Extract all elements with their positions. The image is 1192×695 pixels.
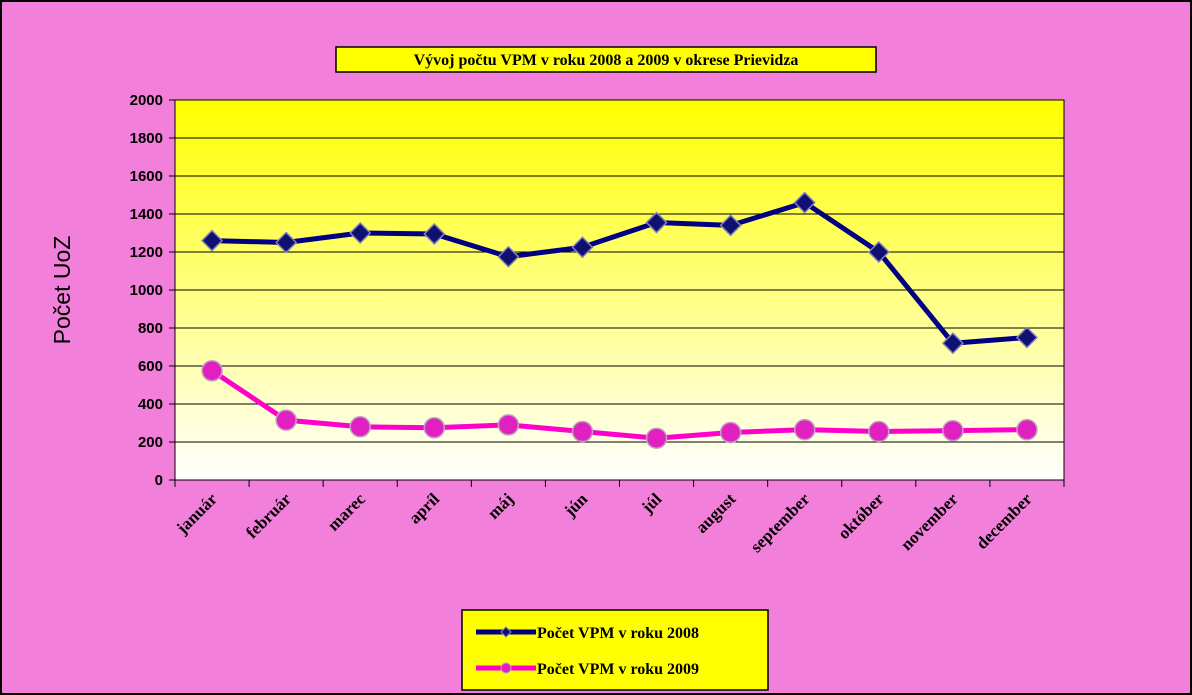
data-point <box>423 417 446 439</box>
y-tick-label: 2000 <box>130 92 163 109</box>
y-tick-label: 200 <box>138 434 163 451</box>
data-point <box>423 222 446 246</box>
chart-title: Vývoj počtu VPM v roku 2008 a 2009 v okr… <box>414 52 799 69</box>
legend-box <box>461 609 769 691</box>
data-point <box>645 211 668 234</box>
y-tick-label: 800 <box>138 320 163 337</box>
data-point <box>497 245 520 268</box>
y-tick-label: 1400 <box>130 206 163 223</box>
data-point <box>497 414 520 436</box>
data-point <box>867 240 890 264</box>
data-point <box>793 191 816 214</box>
data-point <box>868 420 890 443</box>
legend-marker <box>500 626 512 638</box>
series-line <box>211 200 1028 346</box>
y-axis-label: Počet UoZ <box>49 236 75 345</box>
y-tick-label: 400 <box>138 396 163 413</box>
legend-marker <box>500 662 512 674</box>
data-point <box>719 421 742 444</box>
legend-label: Počet VPM v roku 2008 <box>537 625 699 642</box>
legend-label: Počet VPM v roku 2009 <box>537 661 699 678</box>
data-point <box>275 409 297 431</box>
data-point <box>200 229 224 252</box>
data-point <box>1015 326 1039 349</box>
data-point <box>1016 418 1038 441</box>
data-point <box>942 419 964 442</box>
data-point <box>275 231 298 254</box>
data-point <box>571 236 594 259</box>
data-point <box>571 420 594 443</box>
title-box <box>335 46 877 73</box>
y-tick-label: 1000 <box>130 282 163 299</box>
data-point <box>793 418 816 441</box>
data-point <box>941 332 964 355</box>
y-tick-label: 1800 <box>130 130 163 147</box>
data-point <box>201 360 223 382</box>
data-point <box>719 214 742 237</box>
data-point <box>349 416 371 438</box>
y-tick-label: 0 <box>155 472 163 489</box>
y-tick-label: 1600 <box>130 168 163 185</box>
data-point <box>349 221 372 245</box>
y-tick-label: 1200 <box>130 244 163 261</box>
series-line <box>210 368 1027 441</box>
data-point <box>645 427 668 449</box>
y-tick-label: 600 <box>138 358 163 375</box>
